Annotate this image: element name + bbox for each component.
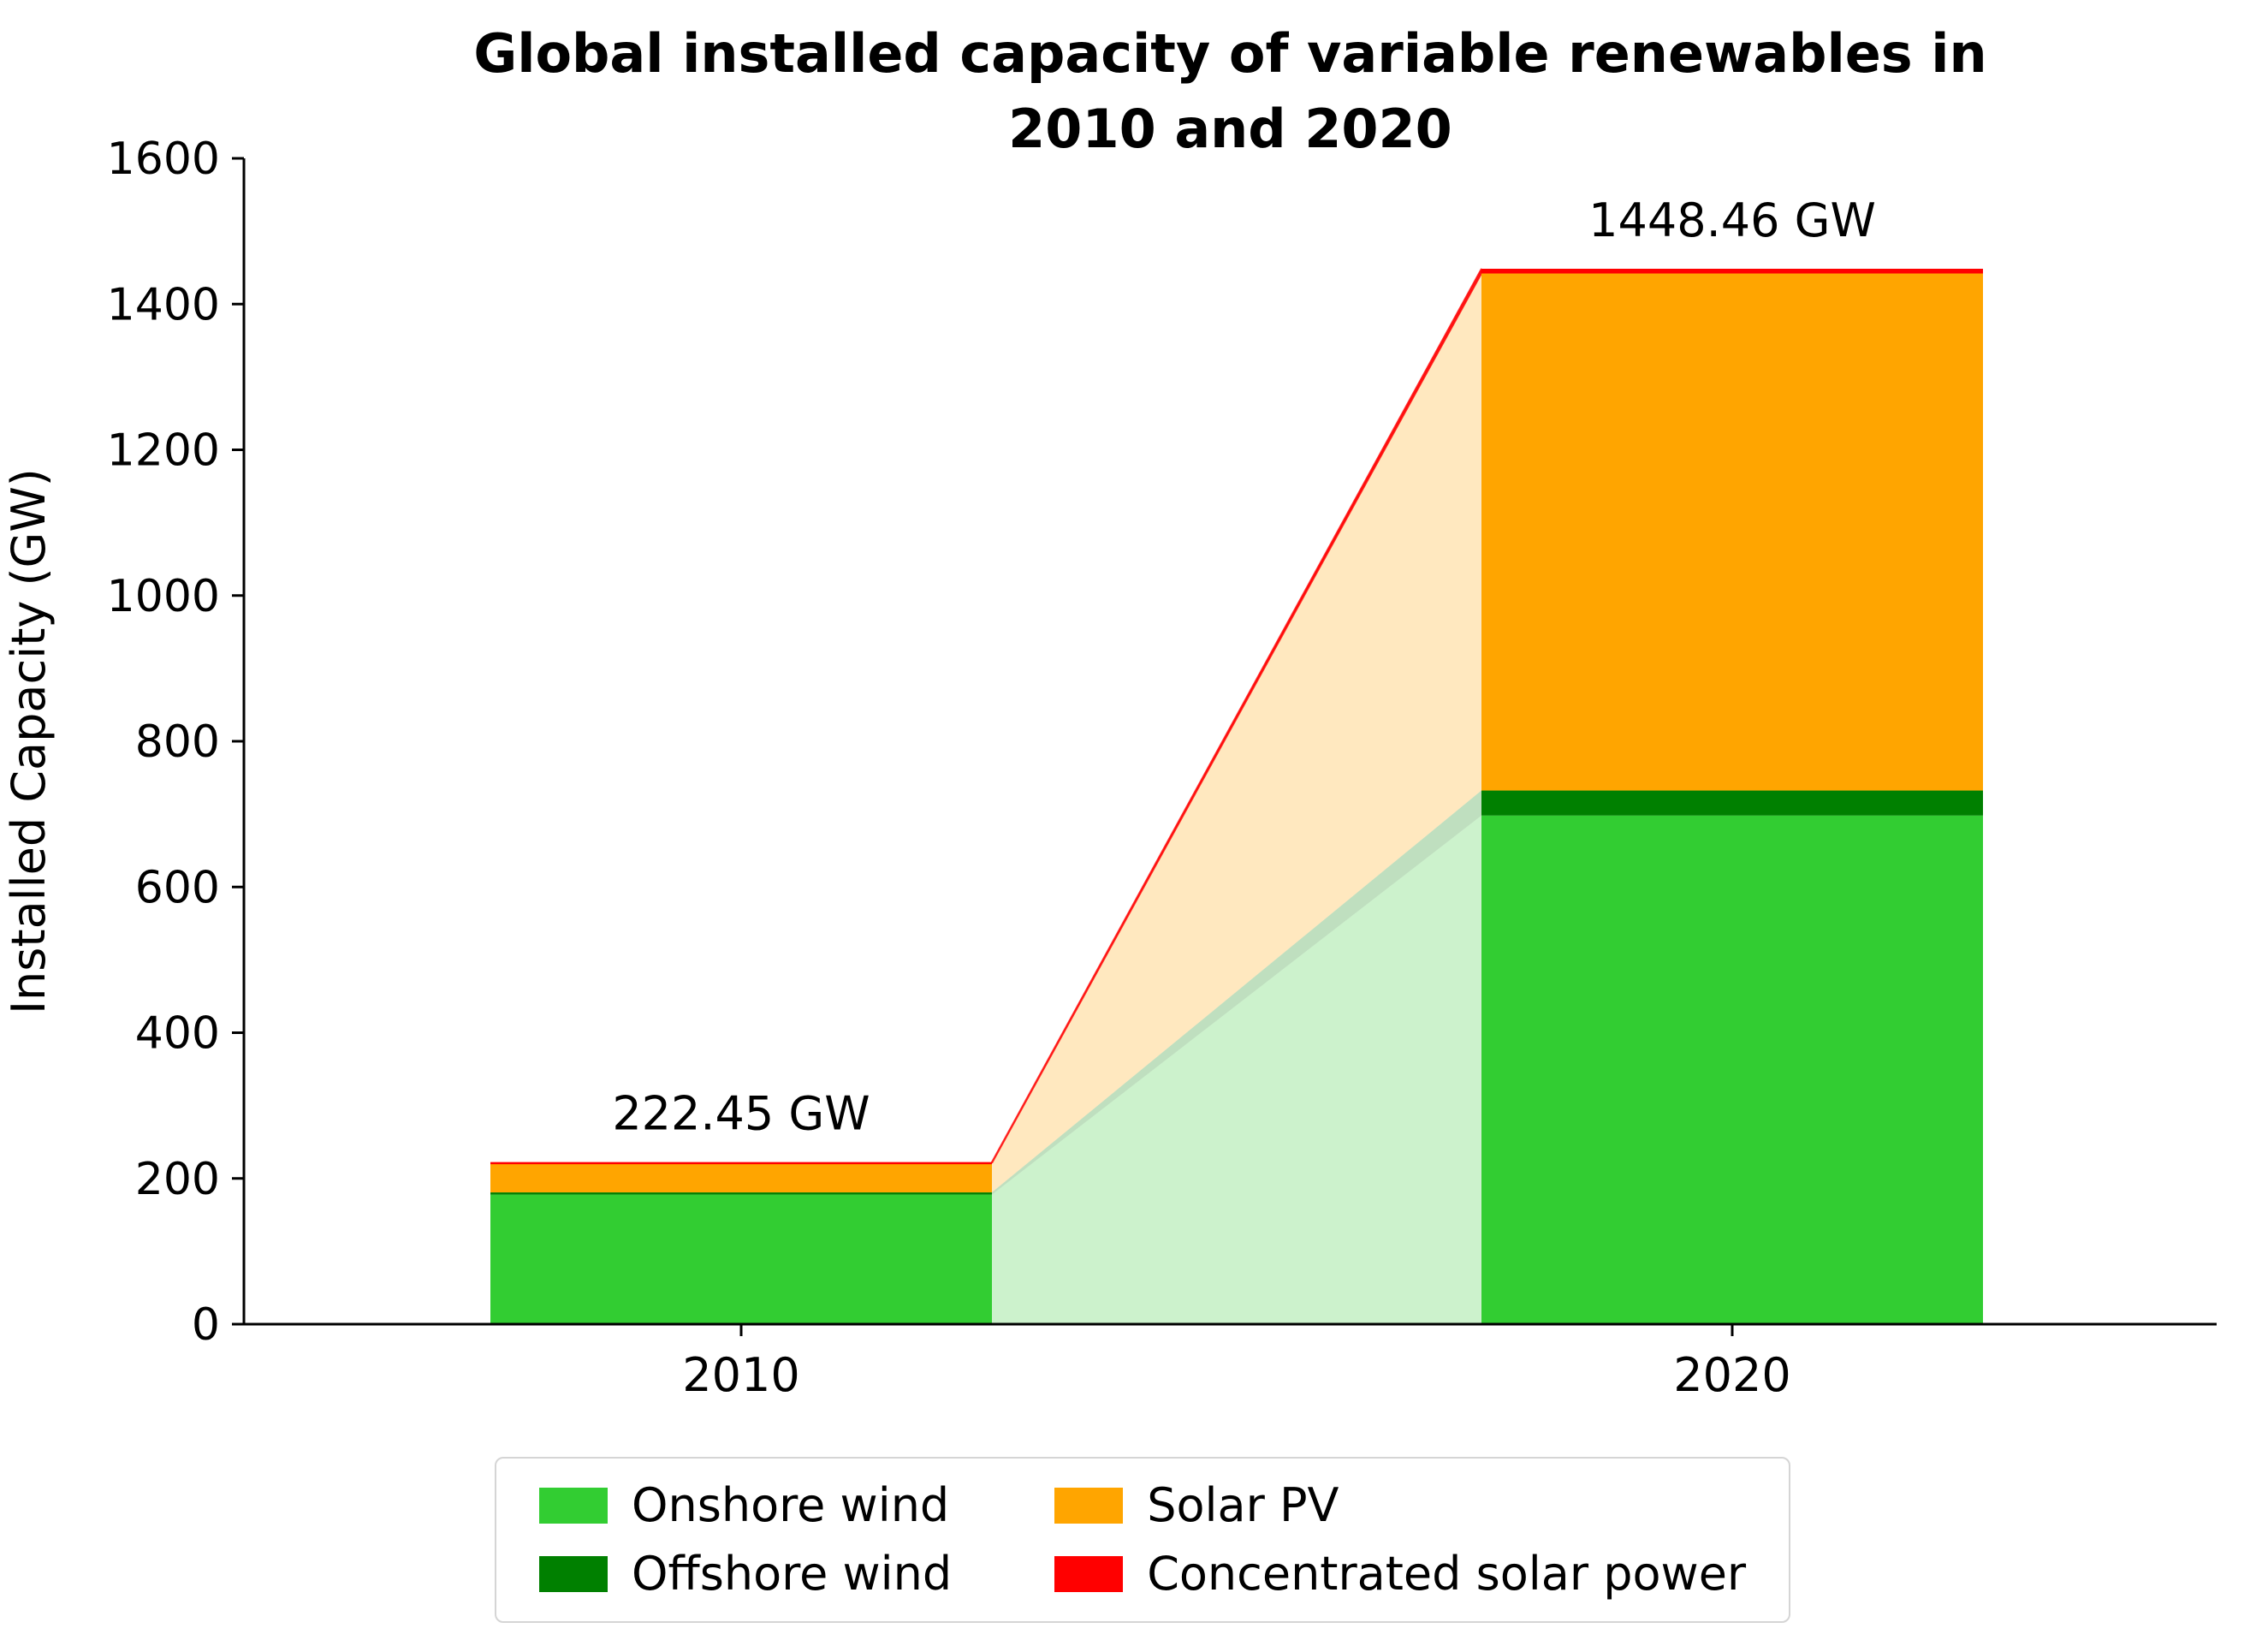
y-tick-label: 1600 <box>107 134 220 185</box>
bar-segment-2020-solar-pv <box>1481 273 1983 791</box>
bar-segment-2010-solar-pv <box>490 1162 992 1193</box>
chart-title-line-1: Global installed capacity of variable re… <box>473 22 1986 85</box>
transition-band-offshore-wind <box>992 790 1481 1195</box>
y-axis-label: Installed Capacity (GW) <box>2 468 56 1014</box>
total-annotation-2020: 1448.46 GW <box>1588 193 1876 247</box>
legend-label-onshore-wind: Onshore wind <box>632 1478 950 1532</box>
legend-item-solar-pv: Solar PV <box>1054 1478 1746 1532</box>
legend-swatch-solar-pv <box>1054 1488 1124 1524</box>
transition-band-solar-pv <box>992 273 1481 1193</box>
bar-segment-2020-onshore-wind <box>1481 815 1983 1324</box>
total-annotation-2010: 222.45 GW <box>612 1087 870 1141</box>
legend-item-concentrated-solar-power: Concentrated solar power <box>1054 1547 1747 1601</box>
bar-segment-2010-offshore-wind <box>490 1192 992 1195</box>
bar-segment-2010-concentrated-solar-power <box>490 1162 992 1165</box>
bar-segment-2010-onshore-wind <box>490 1194 992 1324</box>
chart-legend: Onshore wind Offshore wind Solar PV Concent… <box>495 1457 1791 1624</box>
y-tick-label: 1400 <box>107 279 220 330</box>
bar-segment-2020-concentrated-solar-power <box>1481 268 1983 274</box>
legend-swatch-onshore-wind <box>539 1488 608 1524</box>
x-tick-label-2020: 2020 <box>1673 1348 1790 1402</box>
legend-item-offshore-wind: Offshore wind <box>539 1547 953 1601</box>
legend-swatch-concentrated-solar-power <box>1054 1556 1124 1593</box>
y-tick-label: 1200 <box>107 425 220 477</box>
y-tick-label: 1000 <box>107 571 220 622</box>
y-tick-label: 800 <box>135 716 220 768</box>
y-tick-label: 600 <box>135 862 220 913</box>
legend-label-concentrated-solar-power: Concentrated solar power <box>1147 1547 1747 1601</box>
legend-label-offshore-wind: Offshore wind <box>632 1547 953 1601</box>
y-tick-label: 400 <box>135 1008 220 1060</box>
legend-label-solar-pv: Solar PV <box>1147 1478 1339 1532</box>
chart-title-line-2: 2010 and 2020 <box>1008 98 1452 160</box>
y-tick-label: 200 <box>135 1154 220 1205</box>
x-tick-label-2010: 2010 <box>682 1348 799 1402</box>
bar-segment-2020-offshore-wind <box>1481 790 1983 816</box>
legend-swatch-offshore-wind <box>539 1556 608 1593</box>
y-tick-label: 0 <box>192 1299 220 1351</box>
transition-band-onshore-wind <box>992 815 1481 1324</box>
legend-item-onshore-wind: Onshore wind <box>539 1478 952 1532</box>
